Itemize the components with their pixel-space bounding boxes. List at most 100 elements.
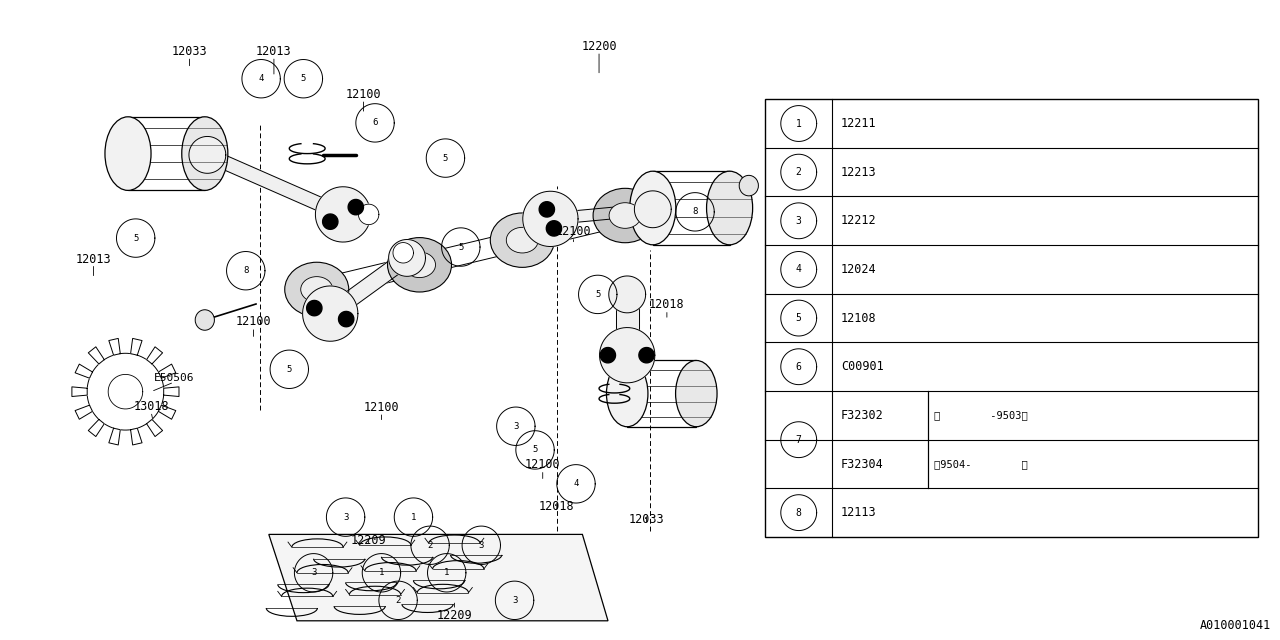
Text: 12211: 12211 bbox=[841, 117, 877, 130]
Polygon shape bbox=[200, 150, 351, 219]
Polygon shape bbox=[147, 347, 163, 364]
Ellipse shape bbox=[182, 117, 228, 191]
Text: F32304: F32304 bbox=[841, 458, 883, 470]
Polygon shape bbox=[547, 221, 562, 236]
Polygon shape bbox=[76, 405, 92, 419]
Polygon shape bbox=[358, 204, 379, 225]
Ellipse shape bbox=[607, 360, 648, 427]
Text: 12212: 12212 bbox=[841, 214, 877, 227]
Text: 6: 6 bbox=[372, 118, 378, 127]
Text: 1: 1 bbox=[379, 568, 384, 577]
Ellipse shape bbox=[609, 203, 641, 228]
Polygon shape bbox=[307, 300, 323, 316]
Polygon shape bbox=[72, 387, 87, 397]
Text: 5: 5 bbox=[532, 445, 538, 454]
Ellipse shape bbox=[707, 171, 753, 244]
Polygon shape bbox=[616, 294, 639, 355]
Text: E50506: E50506 bbox=[154, 372, 195, 383]
Ellipse shape bbox=[284, 262, 348, 317]
Text: 13018: 13018 bbox=[133, 400, 169, 413]
Text: 〈9504-        〉: 〈9504- 〉 bbox=[934, 459, 1028, 469]
Text: 1: 1 bbox=[796, 118, 801, 129]
Text: 12033: 12033 bbox=[628, 513, 664, 526]
Text: 12200: 12200 bbox=[581, 40, 617, 52]
Text: 4: 4 bbox=[573, 479, 579, 488]
Polygon shape bbox=[131, 339, 142, 355]
Text: 5: 5 bbox=[458, 243, 463, 252]
Polygon shape bbox=[393, 243, 413, 263]
Text: 3: 3 bbox=[311, 568, 316, 577]
Text: 2: 2 bbox=[428, 541, 433, 550]
Ellipse shape bbox=[403, 252, 435, 278]
Bar bbox=[627, 360, 696, 427]
Polygon shape bbox=[348, 200, 364, 215]
Polygon shape bbox=[88, 347, 104, 364]
Text: 3: 3 bbox=[513, 422, 518, 431]
Polygon shape bbox=[600, 348, 616, 363]
Text: 8: 8 bbox=[243, 266, 248, 275]
Text: 12018: 12018 bbox=[539, 500, 575, 513]
Ellipse shape bbox=[739, 175, 758, 196]
Text: 2: 2 bbox=[396, 596, 401, 605]
Text: 2: 2 bbox=[796, 167, 801, 177]
Text: 3: 3 bbox=[343, 513, 348, 522]
Text: 8: 8 bbox=[796, 508, 801, 518]
Text: 〈        -9503〉: 〈 -9503〉 bbox=[934, 410, 1028, 420]
Text: 12213: 12213 bbox=[841, 166, 877, 179]
Ellipse shape bbox=[676, 360, 717, 427]
Text: 12100: 12100 bbox=[236, 316, 271, 328]
Polygon shape bbox=[548, 204, 655, 225]
Text: 8: 8 bbox=[692, 207, 698, 216]
Polygon shape bbox=[88, 419, 104, 436]
Text: 1: 1 bbox=[444, 568, 449, 577]
Text: 12100: 12100 bbox=[346, 88, 381, 100]
Text: 7: 7 bbox=[796, 435, 801, 445]
Bar bbox=[128, 116, 205, 190]
Text: 12100: 12100 bbox=[556, 225, 591, 238]
Polygon shape bbox=[131, 428, 142, 445]
Text: C00901: C00901 bbox=[841, 360, 883, 373]
Polygon shape bbox=[338, 312, 353, 327]
Text: 5: 5 bbox=[287, 365, 292, 374]
Ellipse shape bbox=[630, 171, 676, 244]
Polygon shape bbox=[109, 339, 120, 355]
Polygon shape bbox=[109, 428, 120, 445]
Polygon shape bbox=[539, 202, 554, 217]
Text: 12108: 12108 bbox=[841, 312, 877, 324]
Text: 12018: 12018 bbox=[649, 298, 685, 311]
Polygon shape bbox=[321, 255, 416, 317]
Ellipse shape bbox=[490, 213, 554, 268]
Polygon shape bbox=[147, 419, 163, 436]
Polygon shape bbox=[164, 387, 179, 397]
Text: 12033: 12033 bbox=[172, 45, 207, 58]
Text: 12013: 12013 bbox=[76, 253, 111, 266]
Polygon shape bbox=[76, 364, 92, 378]
Polygon shape bbox=[522, 191, 579, 246]
Polygon shape bbox=[315, 187, 371, 242]
Text: 1: 1 bbox=[411, 513, 416, 522]
Text: 6: 6 bbox=[796, 362, 801, 372]
Ellipse shape bbox=[507, 227, 539, 253]
Text: 12100: 12100 bbox=[364, 401, 399, 413]
Ellipse shape bbox=[388, 237, 452, 292]
Text: 3: 3 bbox=[796, 216, 801, 226]
Polygon shape bbox=[639, 348, 654, 363]
Polygon shape bbox=[189, 136, 225, 173]
Ellipse shape bbox=[593, 188, 657, 243]
Ellipse shape bbox=[196, 310, 215, 330]
Polygon shape bbox=[635, 191, 671, 228]
Polygon shape bbox=[159, 364, 175, 378]
Bar bbox=[765, 99, 1258, 537]
Text: 12100: 12100 bbox=[525, 458, 561, 471]
Text: 12113: 12113 bbox=[841, 506, 877, 519]
Polygon shape bbox=[609, 276, 645, 313]
Text: A010001041: A010001041 bbox=[1199, 620, 1271, 632]
Polygon shape bbox=[323, 214, 338, 229]
Polygon shape bbox=[389, 239, 425, 276]
Text: 12013: 12013 bbox=[256, 45, 292, 58]
Text: 4: 4 bbox=[259, 74, 264, 83]
Text: 5: 5 bbox=[796, 313, 801, 323]
Ellipse shape bbox=[301, 276, 333, 302]
Text: 5: 5 bbox=[595, 290, 600, 299]
Text: 4: 4 bbox=[796, 264, 801, 275]
